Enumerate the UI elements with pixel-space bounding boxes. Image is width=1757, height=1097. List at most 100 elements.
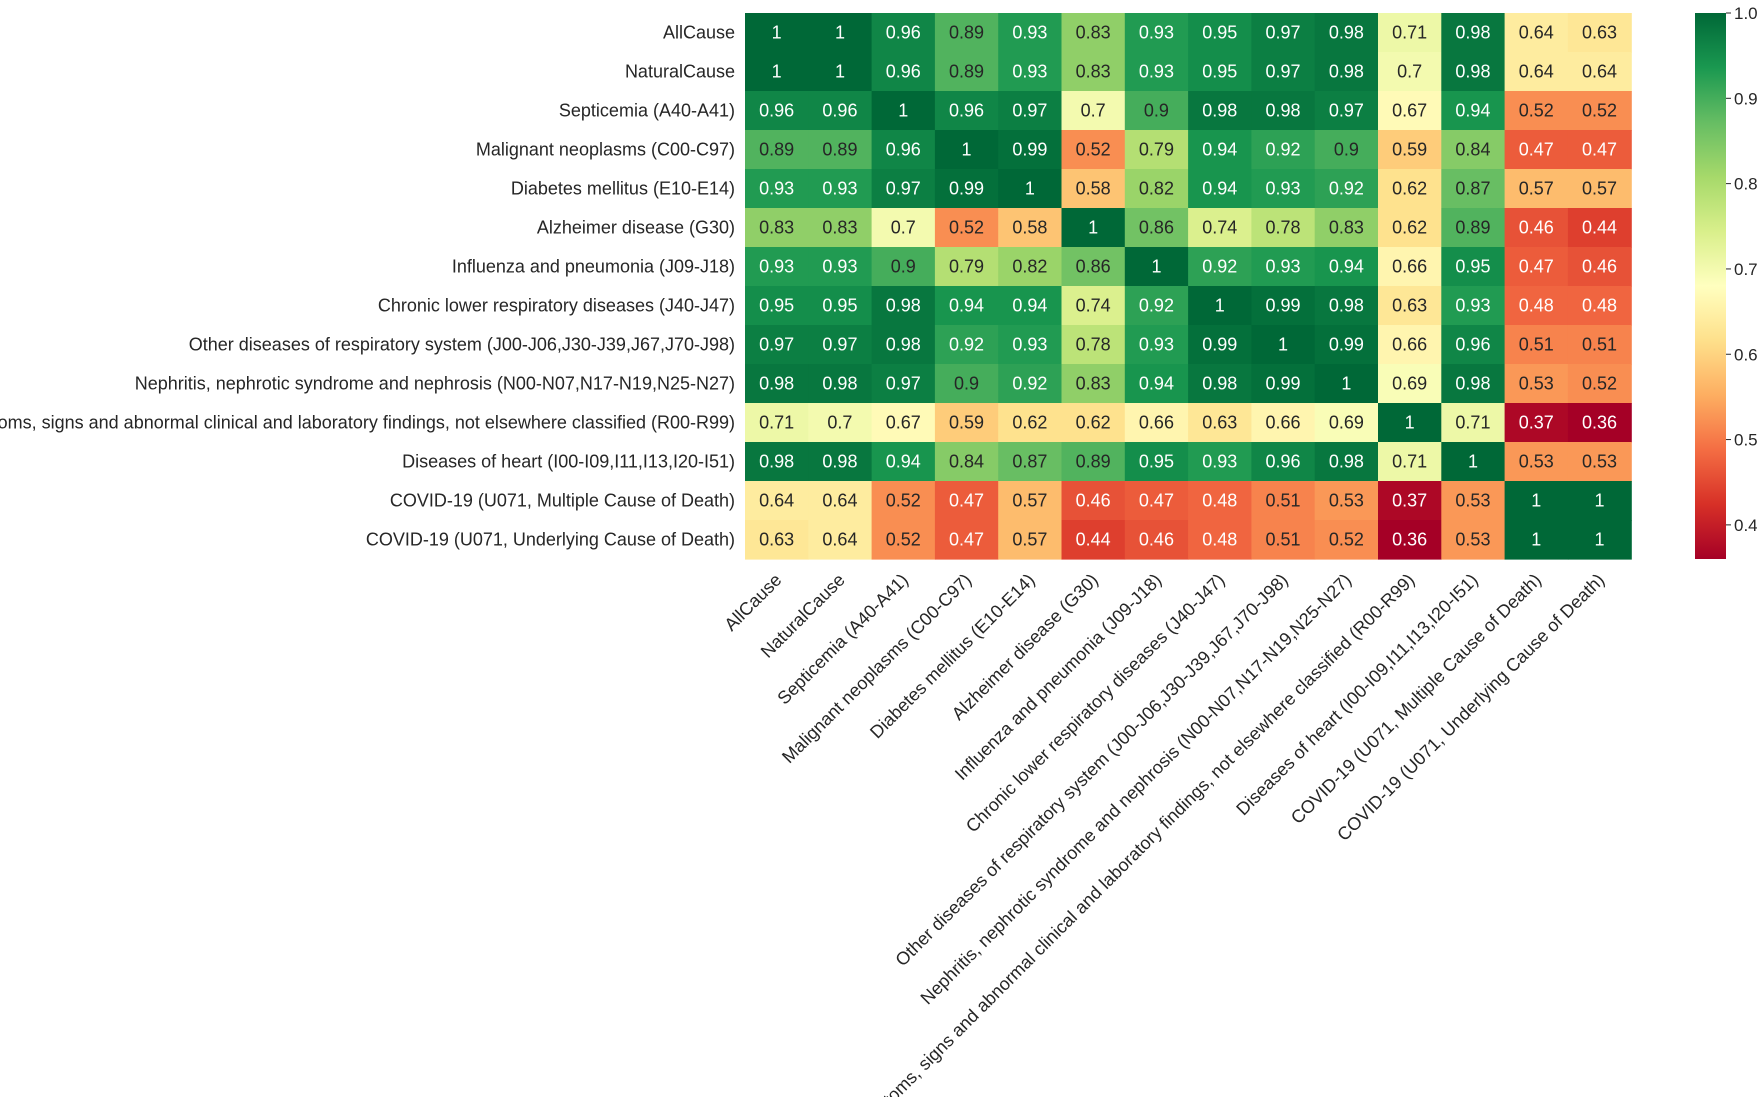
cell-value-r12-c9: 0.53	[1329, 491, 1364, 511]
cell-value-r0-c2: 0.96	[886, 23, 921, 43]
cell-value-r7-c5: 0.74	[1076, 296, 1111, 316]
heatmap-cell-r3-c2	[871, 130, 936, 170]
cell-value-r1-c9: 0.98	[1329, 62, 1364, 82]
cell-value-r13-c3: 0.47	[949, 530, 984, 550]
heatmap-cell-r2-c7	[1188, 91, 1252, 131]
heatmap-cell-r1-c5	[1061, 52, 1126, 92]
cell-value-r12-c6: 0.47	[1139, 491, 1174, 511]
cell-value-r13-c5: 0.44	[1076, 530, 1111, 550]
cell-value-r0-c12: 0.64	[1519, 23, 1554, 43]
cell-value-r0-c10: 0.71	[1392, 23, 1427, 43]
heatmap-cell-r9-c10	[1378, 364, 1442, 404]
cell-value-r6-c0: 0.93	[759, 257, 794, 277]
heatmap-cell-r3-c13	[1567, 130, 1632, 170]
cell-value-r7-c3: 0.94	[949, 296, 984, 316]
heatmap-cell-r1-c4	[998, 52, 1063, 92]
cell-value-r11-c4: 0.87	[1012, 452, 1047, 472]
heatmap-cell-r11-c12	[1504, 442, 1569, 482]
heatmap-cell-r0-c9	[1314, 13, 1379, 53]
y-tick-label-8: Other diseases of respiratory system (J0…	[189, 335, 735, 355]
heatmap-cell-r8-c1	[808, 325, 873, 365]
heatmap-cell-r4-c6	[1124, 169, 1189, 209]
cell-value-r1-c6: 0.93	[1139, 62, 1174, 82]
cell-value-r4-c9: 0.92	[1329, 179, 1364, 199]
heatmap-cell-r8-c9	[1314, 325, 1379, 365]
cell-value-r3-c3: 1	[962, 140, 972, 160]
cell-value-r4-c11: 0.87	[1455, 179, 1490, 199]
heatmap-cell-r13-c4	[998, 520, 1063, 560]
heatmap-cell-r1-c6	[1124, 52, 1189, 92]
cell-value-r8-c1: 0.97	[822, 335, 857, 355]
heatmap-cell-r10-c10	[1378, 403, 1442, 443]
heatmap-cell-r0-c12	[1504, 13, 1569, 53]
y-tick-label-10: Symptoms, signs and abnormal clinical an…	[0, 413, 735, 433]
cell-value-r4-c6: 0.82	[1139, 179, 1174, 199]
heatmap-cell-r9-c11	[1441, 364, 1506, 404]
heatmap-cell-r4-c3	[934, 169, 999, 209]
heatmap-cell-r11-c8	[1251, 442, 1316, 482]
cell-value-r9-c9: 1	[1341, 374, 1351, 394]
heatmap-cell-r4-c5	[1061, 169, 1126, 209]
colorbar-tick-label-6: 1.0	[1734, 4, 1757, 23]
cell-value-r10-c2: 0.67	[886, 413, 921, 433]
colorbar-tick-label-3: 0.7	[1734, 260, 1757, 279]
cell-value-r10-c3: 0.59	[949, 413, 984, 433]
cell-value-r5-c4: 0.58	[1012, 218, 1047, 238]
heatmap-cell-r5-c0	[745, 208, 809, 248]
heatmap-cell-r12-c8	[1251, 481, 1316, 521]
cell-value-r5-c1: 0.83	[822, 218, 857, 238]
cell-value-r0-c7: 0.95	[1202, 23, 1237, 43]
heatmap-cell-r3-c5	[1061, 130, 1126, 170]
heatmap-cell-r4-c9	[1314, 169, 1379, 209]
heatmap-cell-r3-c12	[1504, 130, 1569, 170]
cell-value-r3-c4: 0.99	[1012, 140, 1047, 160]
cell-value-r1-c11: 0.98	[1455, 62, 1490, 82]
heatmap-cell-r0-c8	[1251, 13, 1316, 53]
heatmap-cell-r12-c12	[1504, 481, 1569, 521]
cell-value-r13-c8: 0.51	[1266, 530, 1301, 550]
heatmap-cell-r6-c8	[1251, 247, 1316, 287]
cell-value-r10-c13: 0.36	[1582, 413, 1617, 433]
colorbar-gradient	[1695, 13, 1726, 559]
cell-value-r1-c3: 0.89	[949, 62, 984, 82]
y-tick-label-9: Nephritis, nephrotic syndrome and nephro…	[135, 374, 735, 394]
heatmap-cell-r7-c10	[1378, 286, 1442, 326]
heatmap-cell-r9-c0	[745, 364, 809, 404]
heatmap-cell-r6-c10	[1378, 247, 1442, 287]
cell-value-r13-c0: 0.63	[759, 530, 794, 550]
colorbar-tick-label-1: 0.5	[1734, 431, 1757, 450]
y-tick-label-4: Diabetes mellitus (E10-E14)	[511, 179, 735, 199]
y-tick-label-12: COVID-19 (U071, Multiple Cause of Death)	[390, 491, 735, 511]
cell-value-r2-c8: 0.98	[1266, 101, 1301, 121]
cell-value-r7-c7: 1	[1215, 296, 1225, 316]
heatmap-cell-r6-c12	[1504, 247, 1569, 287]
cell-value-r10-c7: 0.63	[1202, 413, 1237, 433]
heatmap-cell-r0-c3	[934, 13, 999, 53]
heatmap-cell-r3-c3	[934, 130, 999, 170]
heatmap-cell-r5-c6	[1124, 208, 1189, 248]
y-tick-label-3: Malignant neoplasms (C00-C97)	[476, 140, 735, 160]
heatmap-cell-r13-c9	[1314, 520, 1379, 560]
heatmap-cell-r6-c1	[808, 247, 873, 287]
cell-value-r3-c12: 0.47	[1519, 140, 1554, 160]
heatmap-cell-r10-c4	[998, 403, 1063, 443]
heatmap-cell-r9-c12	[1504, 364, 1569, 404]
heatmap-cell-r1-c1	[808, 52, 873, 92]
cell-value-r0-c3: 0.89	[949, 23, 984, 43]
heatmap-cell-r2-c11	[1441, 91, 1506, 131]
heatmap-cell-r8-c3	[934, 325, 999, 365]
cell-value-r4-c10: 0.62	[1392, 179, 1427, 199]
cell-value-r9-c8: 0.99	[1266, 374, 1301, 394]
cell-value-r3-c5: 0.52	[1076, 140, 1111, 160]
cell-value-r2-c12: 0.52	[1519, 101, 1554, 121]
heatmap-cell-r9-c9	[1314, 364, 1379, 404]
heatmap-cell-r3-c11	[1441, 130, 1506, 170]
y-tick-label-1: NaturalCause	[625, 62, 735, 82]
cell-value-r4-c0: 0.93	[759, 179, 794, 199]
heatmap-cell-r2-c8	[1251, 91, 1316, 131]
heatmap-cell-r11-c0	[745, 442, 809, 482]
heatmap-cell-r11-c13	[1567, 442, 1632, 482]
heatmap-cell-r8-c4	[998, 325, 1063, 365]
cell-value-r13-c4: 0.57	[1012, 530, 1047, 550]
heatmap-cell-r12-c2	[871, 481, 936, 521]
